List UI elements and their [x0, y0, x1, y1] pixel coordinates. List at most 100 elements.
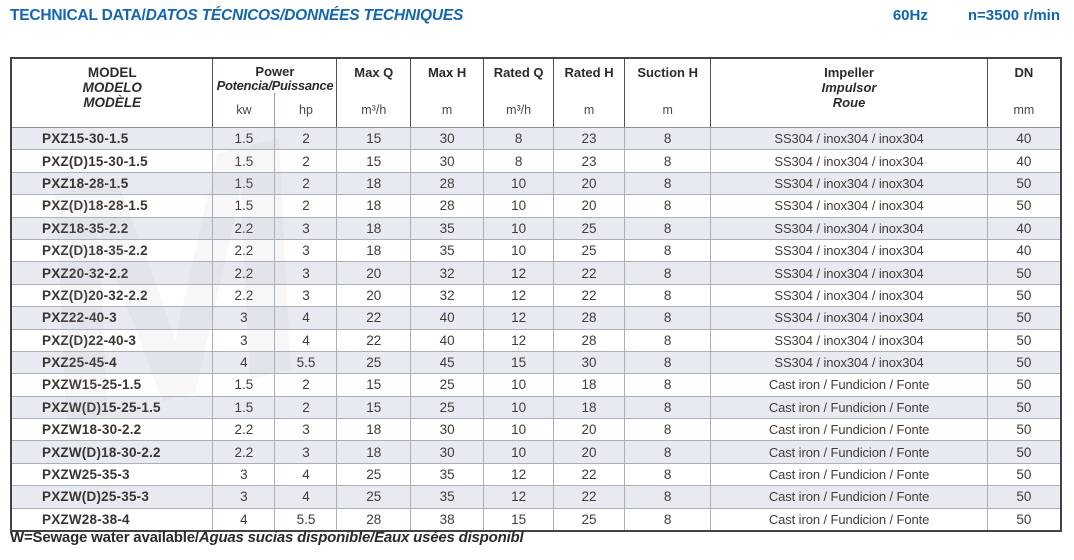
impeller-header-fr: Roue: [832, 95, 866, 110]
hp-cell: 3: [274, 238, 337, 262]
rated-h-cell: 20: [553, 171, 625, 195]
suction-h-cell: 8: [624, 149, 711, 173]
max-h-cell: 28: [410, 171, 484, 195]
table-row: PXZ15-30-1.5 1.5 2 15 30 8 23 8 SS304 / inox304 …: [11, 126, 1061, 150]
hp-cell: 4: [274, 306, 337, 330]
impeller-cell: Cast iron / Fundicion / Fonte: [710, 462, 988, 486]
kw-cell: 4: [212, 507, 275, 532]
max-q-cell: 18: [336, 194, 411, 218]
hp-cell: 2: [274, 194, 337, 218]
hp-cell: 3: [274, 216, 337, 240]
hp-cell: 4: [274, 485, 337, 509]
max-h-cell: 32: [410, 283, 484, 307]
max-h-cell: 35: [410, 462, 484, 486]
rated-h-cell: 22: [553, 283, 625, 307]
max-h-cell: 35: [410, 485, 484, 509]
kw-cell: 1.5: [212, 194, 275, 218]
model-cell: PXZW15-25-1.5: [11, 373, 213, 397]
hp-cell: 3: [274, 261, 337, 285]
table-row: PXZW25-35-3 3 4 25 35 12 22 8 Cast iron / Fundic…: [11, 462, 1061, 486]
model-cell: PXZ18-35-2.2: [11, 216, 213, 240]
rated-h-cell: 18: [553, 395, 625, 419]
impeller-header-en: Impeller: [824, 65, 874, 80]
dn-cell: 50: [986, 485, 1061, 509]
dn-cell: 40: [986, 216, 1061, 240]
max-h-cell: 30: [410, 149, 484, 173]
dn-cell: 50: [986, 350, 1061, 374]
dn-cell: 50: [986, 283, 1061, 307]
dn-cell: 40: [986, 238, 1061, 262]
model-cell: PXZ25-45-4: [11, 350, 213, 374]
max-q-cell: 20: [336, 261, 411, 285]
table-header: MODEL MODELO MODÈLE Power Potencia/Puiss…: [11, 58, 1061, 128]
model-cell: PXZW(D)18-30-2.2: [11, 440, 213, 464]
rated-h-cell: 25: [553, 216, 625, 240]
power-sublabel: Potencia/Puissance: [216, 78, 334, 93]
max-q-cell: 18: [336, 440, 411, 464]
model-cell: PXZ22-40-3: [11, 306, 213, 330]
hp-cell: 4: [274, 328, 337, 352]
suction-h-cell: 8: [624, 395, 711, 419]
max-h-cell: 38: [410, 507, 484, 532]
impeller-cell: Cast iron / Fundicion / Fonte: [710, 418, 988, 441]
impeller-cell: SS304 / inox304 / inox304: [710, 126, 988, 150]
rated-q-cell: 15: [483, 350, 554, 374]
dn-cell: 50: [986, 373, 1061, 397]
hp-cell: 3: [274, 440, 337, 464]
rated-q-cell: 10: [483, 440, 554, 464]
dn-unit: mm: [1013, 103, 1035, 117]
hp-cell: 2: [274, 395, 337, 419]
dn-cell: 50: [986, 328, 1061, 352]
max-h-cell: 32: [410, 261, 484, 285]
rated-h-cell: 28: [553, 328, 625, 352]
table-row: PXZ(D)18-35-2.2 2.2 3 18 35 10 25 8 SS304 / inox…: [11, 238, 1061, 262]
kw-cell: 2.2: [212, 440, 275, 464]
kw-cell: 4: [212, 350, 275, 374]
max-q-cell: 25: [336, 350, 411, 374]
rated-q-cell: 15: [483, 507, 554, 532]
max-q-cell: 15: [336, 373, 411, 397]
header-row: MODEL MODELO MODÈLE Power Potencia/Puiss…: [11, 58, 1061, 128]
hp-cell: 2: [274, 149, 337, 173]
rated-q-cell: 12: [483, 462, 554, 486]
rated-h-cell: 23: [553, 149, 625, 173]
kw-cell: 1.5: [212, 171, 275, 195]
table-row: PXZW28-38-4 4 5.5 28 38 15 25 8 Cast iron / Fund…: [11, 507, 1061, 532]
technical-data-table-wrap: MODEL MODELO MODÈLE Power Potencia/Puiss…: [10, 57, 1062, 533]
table-row: PXZ18-35-2.2 2.2 3 18 35 10 25 8 SS304 / inox304…: [11, 216, 1061, 240]
model-cell: PXZW28-38-4: [11, 507, 213, 532]
rated-h-cell: 20: [553, 440, 625, 464]
suction-h-cell: 8: [624, 373, 711, 397]
kw-cell: 2.2: [212, 238, 275, 262]
rated-h-cell: 22: [553, 261, 625, 285]
power-label: Power: [255, 64, 295, 79]
max-h-cell: 30: [410, 440, 484, 464]
rated-h-cell: 22: [553, 462, 625, 486]
rated-h-cell: 28: [553, 306, 625, 330]
model-header-en: MODEL: [87, 65, 137, 80]
max-q-cell: 15: [336, 126, 411, 150]
rated-h-label: Rated H: [564, 65, 614, 80]
max-h-cell: 25: [410, 395, 484, 419]
suction-h-cell: 8: [624, 328, 711, 352]
max-q-unit: m³/h: [361, 103, 387, 117]
max-q-cell: 18: [336, 171, 411, 195]
max-q-cell: 25: [336, 485, 411, 509]
frequency-value: 60Hz: [892, 7, 928, 24]
col-header-rated-q: Rated Q m³/h: [483, 58, 554, 128]
table-row: PXZW(D)18-30-2.2 2.2 3 18 30 10 20 8 Cast iron /…: [11, 440, 1061, 464]
suction-h-label: Suction H: [637, 65, 698, 80]
dn-cell: 50: [986, 194, 1061, 218]
max-h-unit: m: [441, 103, 453, 117]
max-h-cell: 30: [410, 126, 484, 150]
impeller-header-es: Impulsor: [821, 80, 877, 95]
impeller-cell: SS304 / inox304 / inox304: [710, 216, 988, 240]
max-q-cell: 18: [336, 238, 411, 262]
impeller-cell: SS304 / inox304 / inox304: [710, 171, 988, 195]
impeller-cell: SS304 / inox304 / inox304: [710, 306, 988, 330]
col-header-max-q: Max Q m³/h: [336, 58, 411, 128]
hp-cell: 5.5: [274, 507, 337, 532]
kw-cell: 1.5: [212, 395, 275, 419]
model-cell: PXZW25-35-3: [11, 462, 213, 486]
dn-label: DN: [1014, 65, 1034, 80]
